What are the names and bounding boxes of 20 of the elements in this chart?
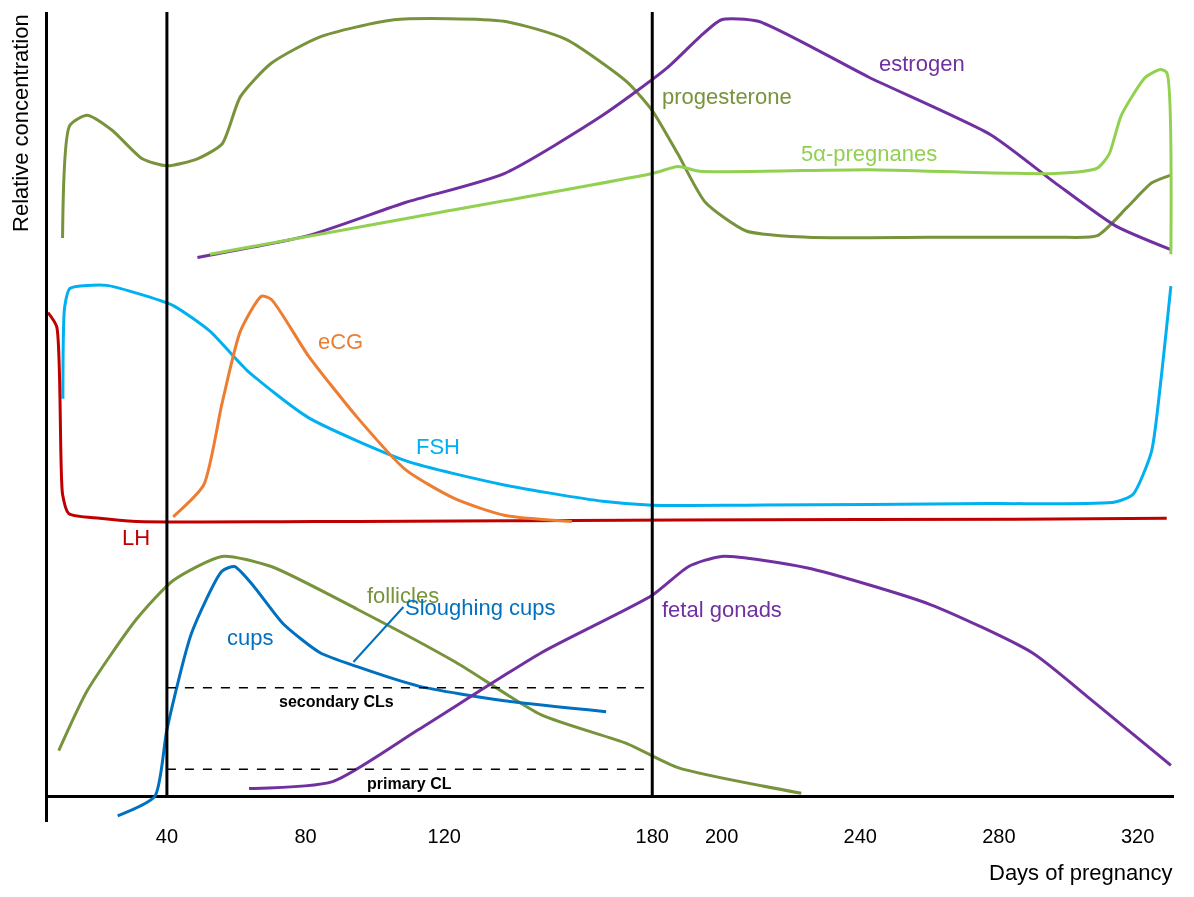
series-label: LH: [122, 525, 151, 550]
x-tick-label: 280: [982, 825, 1016, 847]
series-label: primary CL: [367, 775, 452, 792]
series-label: cups: [227, 625, 274, 650]
x-tick-label: 320: [1120, 825, 1155, 847]
y-axis-title: Relative concentration: [7, 14, 33, 232]
x-tick-label: 80: [294, 825, 317, 847]
x-tick-label: 40: [155, 825, 179, 847]
x-tick-label: 200: [704, 825, 739, 847]
series-label: progesterone: [662, 84, 792, 109]
x-tick-label: 120: [427, 825, 461, 847]
x-axis-title: Days of pregnancy: [989, 860, 1173, 885]
x-tick-label: 180: [635, 825, 669, 847]
series-label: FSH: [416, 434, 460, 459]
series-label: secondary CLs: [279, 693, 394, 710]
series-label: estrogen: [879, 51, 965, 76]
series-label: 5α-pregnanes: [801, 141, 938, 166]
series-label: eCG: [318, 329, 364, 354]
x-tick-label: 240: [843, 825, 877, 847]
series-label: fetal gonads: [662, 597, 782, 622]
